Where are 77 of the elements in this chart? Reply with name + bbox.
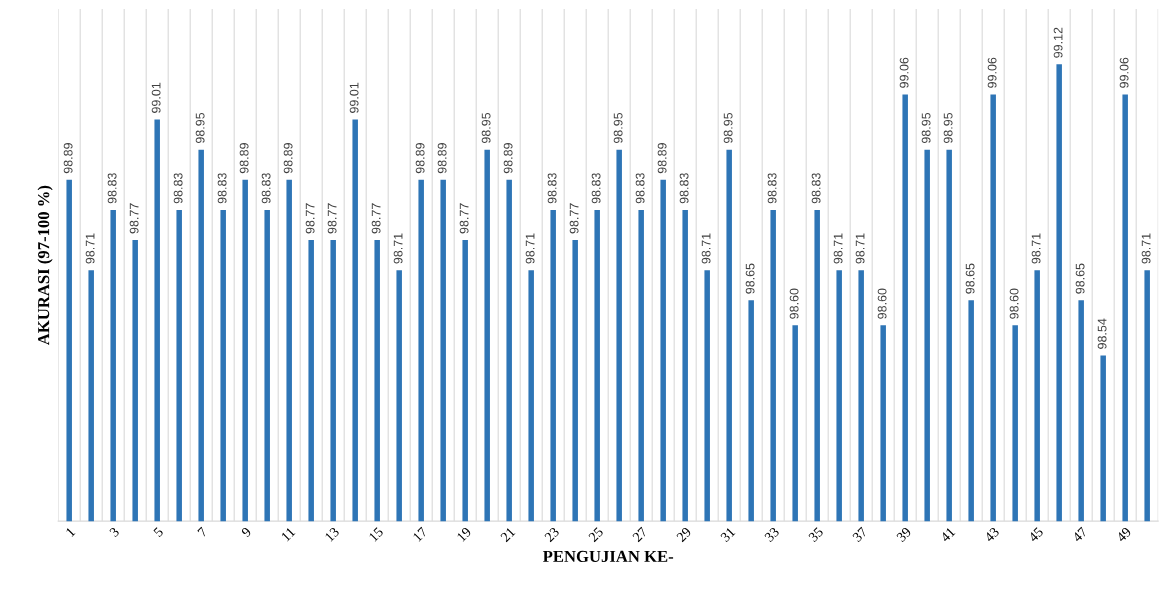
data-label: 98.65	[965, 263, 975, 294]
x-tick-label: 9	[240, 526, 252, 538]
data-label: 98.77	[305, 203, 315, 234]
x-tick-label: 23	[544, 526, 560, 543]
data-label: 98.60	[789, 288, 799, 319]
x-tick-label: 29	[676, 526, 692, 543]
data-label: 98.83	[767, 173, 777, 204]
data-label: 98.71	[525, 233, 535, 264]
data-label: 98.89	[415, 143, 425, 174]
data-label: 98.89	[503, 143, 513, 174]
x-tick-label: 43	[983, 526, 1000, 543]
data-label: 98.77	[371, 203, 381, 234]
x-tick-label: 17	[412, 526, 428, 542]
x-tick-label: 3	[109, 526, 120, 538]
x-tick-label: 19	[456, 526, 472, 542]
data-label: 98.95	[723, 112, 733, 144]
x-axis-title: PENGUJIAN KE-	[542, 550, 674, 563]
data-label: 98.83	[173, 173, 183, 204]
x-tick-label: 25	[588, 526, 604, 543]
data-label: 98.89	[657, 143, 667, 174]
x-tick-label: 27	[632, 526, 648, 543]
x-tick-label: 21	[500, 526, 516, 543]
data-label: 98.65	[745, 263, 755, 294]
x-tick-label: 13	[324, 526, 340, 542]
data-label: 99.12	[1053, 27, 1063, 58]
data-label: 98.89	[437, 143, 447, 174]
data-label: 98.71	[393, 233, 403, 264]
data-label: 98.95	[195, 112, 205, 144]
x-tick-label: 7	[197, 526, 208, 538]
data-label: 99.01	[349, 82, 359, 113]
data-label: 98.77	[569, 203, 579, 234]
data-label: 98.77	[327, 203, 337, 234]
data-label: 99.06	[987, 57, 997, 88]
data-label: 98.71	[1141, 233, 1151, 264]
data-label: 98.83	[811, 173, 821, 204]
x-tick-label: 1	[65, 526, 76, 537]
data-label: 98.83	[591, 173, 601, 204]
y-axis-title: AKURASI (97-100 %)	[37, 185, 53, 346]
data-label: 98.95	[943, 112, 953, 144]
x-tick-label: 41	[939, 526, 956, 543]
data-label: 98.77	[129, 203, 139, 234]
data-label: 98.89	[283, 143, 293, 174]
data-label: 98.60	[877, 288, 887, 319]
data-label: 98.54	[1097, 318, 1107, 349]
x-tick-label: 33	[764, 526, 780, 543]
x-tick-label: 35	[808, 526, 824, 543]
data-label: 98.83	[261, 173, 271, 204]
data-label: 98.60	[1009, 288, 1019, 319]
x-tick-label: 31	[720, 526, 736, 543]
data-label: 98.83	[679, 173, 689, 204]
data-label: 98.83	[635, 173, 645, 204]
x-tick-label: 47	[1071, 526, 1088, 543]
data-label: 98.65	[1075, 263, 1085, 294]
x-tick-label: 37	[852, 526, 868, 543]
x-tick-label: 45	[1027, 526, 1044, 543]
x-tick-label: 5	[153, 526, 164, 538]
data-label: 98.71	[855, 233, 865, 264]
data-label: 98.83	[547, 173, 557, 204]
data-label: 98.89	[63, 143, 73, 174]
data-label: 98.71	[1031, 233, 1041, 264]
data-label: 99.06	[899, 57, 909, 88]
data-label: 98.83	[217, 173, 227, 204]
data-label: 98.71	[701, 233, 711, 264]
x-tick-label: 49	[1115, 526, 1132, 543]
data-label: 98.89	[239, 143, 249, 174]
data-label: 98.83	[107, 173, 117, 204]
data-label: 99.01	[151, 82, 161, 113]
data-label: 98.71	[833, 233, 843, 264]
data-label: 98.95	[481, 112, 491, 144]
x-tick-label: 15	[368, 526, 384, 542]
data-label: 98.95	[613, 112, 623, 144]
data-label: 98.71	[85, 233, 95, 264]
data-label: 99.06	[1119, 57, 1129, 88]
data-label: 98.77	[459, 203, 469, 234]
x-tick-label: 11	[280, 526, 296, 542]
data-label: 98.95	[921, 112, 931, 144]
x-tick-label: 39	[896, 526, 912, 543]
